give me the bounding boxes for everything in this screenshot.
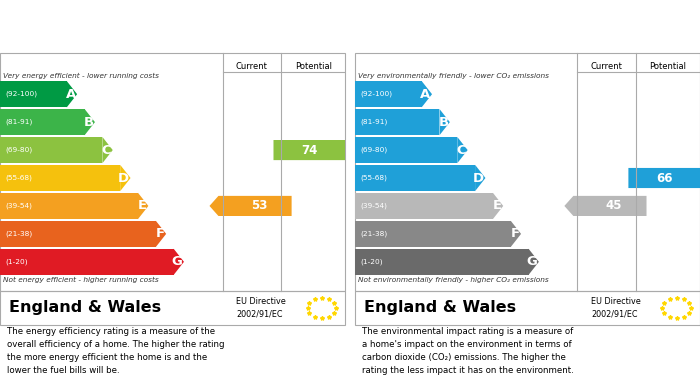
Polygon shape bbox=[528, 249, 539, 275]
Text: C: C bbox=[102, 143, 111, 156]
Text: (92-100): (92-100) bbox=[360, 91, 392, 97]
Text: E: E bbox=[493, 199, 502, 212]
Text: D: D bbox=[118, 172, 130, 185]
Text: C: C bbox=[456, 143, 466, 156]
Polygon shape bbox=[475, 165, 486, 191]
Polygon shape bbox=[156, 221, 166, 247]
Text: Environmental Impact (CO₂) Rating: Environmental Impact (CO₂) Rating bbox=[363, 21, 626, 34]
Text: (39-54): (39-54) bbox=[360, 203, 387, 209]
Bar bbox=[355, 221, 511, 247]
Polygon shape bbox=[138, 193, 148, 219]
Bar bbox=[0, 193, 138, 219]
Text: F: F bbox=[510, 228, 519, 240]
Bar bbox=[355, 193, 493, 219]
Text: Current: Current bbox=[236, 62, 268, 71]
Text: The environmental impact rating is a measure of
a home's impact on the environme: The environmental impact rating is a mea… bbox=[362, 327, 573, 375]
Text: G: G bbox=[172, 255, 183, 268]
Text: 66: 66 bbox=[657, 172, 673, 185]
Text: Current: Current bbox=[591, 62, 623, 71]
Text: (39-54): (39-54) bbox=[5, 203, 32, 209]
Bar bbox=[355, 81, 421, 107]
Bar bbox=[0, 81, 66, 107]
Text: Potential: Potential bbox=[650, 62, 687, 71]
Text: G: G bbox=[526, 255, 538, 268]
Text: (21-38): (21-38) bbox=[5, 231, 32, 237]
Text: (69-80): (69-80) bbox=[360, 147, 387, 153]
Bar bbox=[355, 165, 475, 191]
Text: B: B bbox=[83, 116, 94, 129]
Text: Not environmentally friendly - higher CO₂ emissions: Not environmentally friendly - higher CO… bbox=[358, 277, 549, 283]
Text: The energy efficiency rating is a measure of the
overall efficiency of a home. T: The energy efficiency rating is a measur… bbox=[7, 327, 225, 375]
Bar bbox=[0, 109, 85, 135]
Polygon shape bbox=[209, 196, 292, 216]
Polygon shape bbox=[174, 249, 184, 275]
Polygon shape bbox=[274, 140, 356, 160]
Text: England & Wales: England & Wales bbox=[8, 300, 161, 316]
Polygon shape bbox=[564, 196, 647, 216]
Polygon shape bbox=[511, 221, 521, 247]
Text: England & Wales: England & Wales bbox=[363, 300, 516, 316]
Polygon shape bbox=[120, 165, 131, 191]
Polygon shape bbox=[457, 137, 468, 163]
Text: (69-80): (69-80) bbox=[5, 147, 32, 153]
Polygon shape bbox=[66, 81, 77, 107]
Text: 45: 45 bbox=[606, 199, 622, 212]
Text: (1-20): (1-20) bbox=[360, 258, 383, 265]
Text: (55-68): (55-68) bbox=[360, 175, 387, 181]
Text: Not energy efficient - higher running costs: Not energy efficient - higher running co… bbox=[4, 277, 159, 283]
Text: E: E bbox=[138, 199, 147, 212]
Text: A: A bbox=[421, 88, 430, 101]
Text: EU Directive
2002/91/EC: EU Directive 2002/91/EC bbox=[592, 297, 641, 319]
Bar bbox=[0, 249, 174, 275]
Text: EU Directive
2002/91/EC: EU Directive 2002/91/EC bbox=[237, 297, 286, 319]
Text: (81-91): (81-91) bbox=[360, 119, 388, 126]
Text: Potential: Potential bbox=[295, 62, 332, 71]
Bar bbox=[355, 249, 528, 275]
Text: 53: 53 bbox=[251, 199, 267, 212]
Text: Energy Efficiency Rating: Energy Efficiency Rating bbox=[8, 21, 192, 34]
Text: D: D bbox=[473, 172, 484, 185]
Polygon shape bbox=[629, 168, 700, 188]
Polygon shape bbox=[421, 81, 432, 107]
Text: Very energy efficient - lower running costs: Very energy efficient - lower running co… bbox=[4, 73, 160, 79]
Bar bbox=[0, 137, 102, 163]
Bar bbox=[0, 165, 120, 191]
Polygon shape bbox=[102, 137, 113, 163]
Text: F: F bbox=[155, 228, 164, 240]
Polygon shape bbox=[440, 109, 450, 135]
Bar bbox=[0, 221, 156, 247]
Text: (1-20): (1-20) bbox=[5, 258, 28, 265]
Text: Very environmentally friendly - lower CO₂ emissions: Very environmentally friendly - lower CO… bbox=[358, 73, 550, 79]
Bar bbox=[355, 109, 440, 135]
Polygon shape bbox=[85, 109, 95, 135]
Text: A: A bbox=[66, 88, 76, 101]
Text: B: B bbox=[438, 116, 449, 129]
Text: (81-91): (81-91) bbox=[5, 119, 33, 126]
Text: 74: 74 bbox=[302, 143, 318, 156]
Text: (55-68): (55-68) bbox=[5, 175, 32, 181]
Bar bbox=[355, 137, 457, 163]
Text: (92-100): (92-100) bbox=[5, 91, 37, 97]
Text: (21-38): (21-38) bbox=[360, 231, 387, 237]
Polygon shape bbox=[493, 193, 503, 219]
